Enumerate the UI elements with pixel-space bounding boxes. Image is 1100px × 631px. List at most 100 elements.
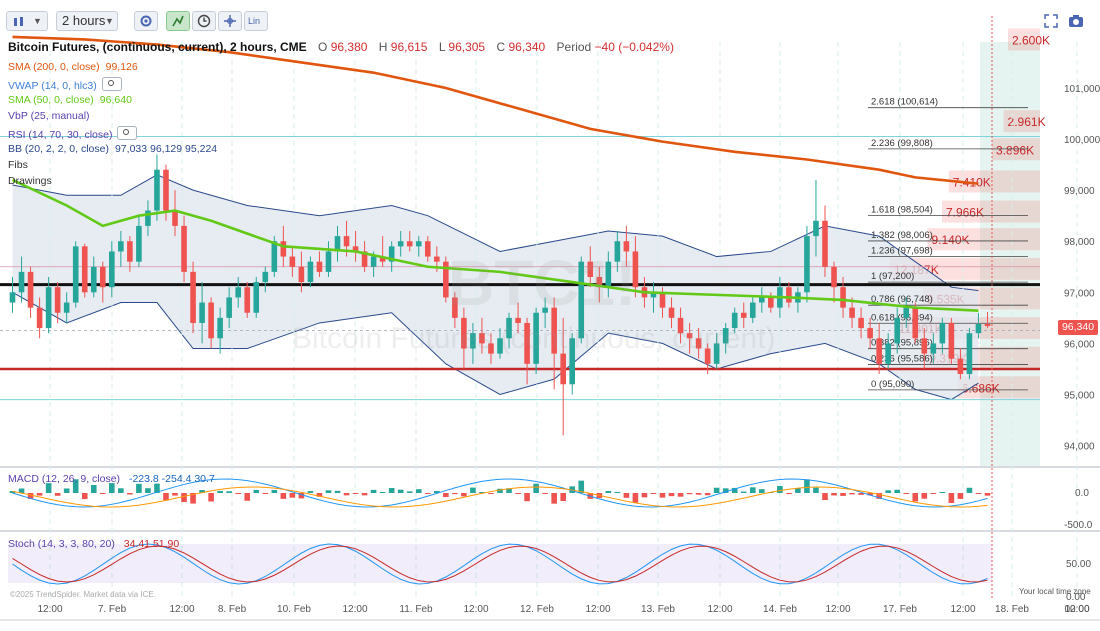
candle-body <box>524 322 530 364</box>
settings-button[interactable] <box>134 11 158 31</box>
candle-body <box>45 287 52 329</box>
macd-histogram-bar <box>406 491 413 493</box>
candle-body <box>136 225 142 262</box>
macd-histogram-bar <box>686 493 693 495</box>
macd-histogram-bar <box>524 493 530 502</box>
indicator-value: 99,126 <box>105 61 138 73</box>
indicator-legend-row[interactable]: Drawings <box>8 175 52 187</box>
low-label: L <box>438 40 446 54</box>
candle-body <box>479 333 485 344</box>
candle-body <box>497 338 503 354</box>
macd-histogram-bar <box>163 493 169 501</box>
open-value: 96,380 <box>330 40 368 54</box>
candle-body <box>443 261 449 298</box>
indicator-legend-row[interactable]: SMA (200, 0, close) 99,126 <box>8 61 138 73</box>
candle-body <box>208 302 214 339</box>
macd-histogram-bar <box>181 493 187 503</box>
candle-body <box>99 266 106 288</box>
candle-body <box>677 317 684 334</box>
candle-body <box>109 251 115 288</box>
macd-histogram-bar <box>560 493 566 502</box>
macd-histogram-bar <box>786 493 792 494</box>
interval-dropdown[interactable]: 2 hours ▼ <box>56 11 118 31</box>
macd-histogram-bar <box>99 493 106 495</box>
visibility-eye-icon[interactable] <box>117 126 138 141</box>
indicator-legend-row[interactable]: Fibs <box>8 159 28 171</box>
candle-body <box>560 353 566 385</box>
crosshair-tool-button[interactable] <box>166 11 190 31</box>
macd-histogram-bar <box>127 493 133 495</box>
macd-histogram-bar <box>352 493 359 494</box>
volume-profile-label: 3.896K <box>996 143 1034 157</box>
candle-body <box>154 169 160 211</box>
macd-histogram-bar <box>614 491 621 493</box>
indicator-legend-row[interactable]: RSI (14, 70, 30, close) <box>8 126 138 141</box>
indicator-legend-row[interactable]: SMA (50, 0, close) 96,640 <box>8 94 132 106</box>
candle-body <box>831 266 837 288</box>
fib-level-label: 0.786 (96,748) <box>871 294 933 305</box>
x-tick-label: 12:00 <box>825 604 850 615</box>
candle-body <box>271 241 278 272</box>
y-tick-label: 99,000 <box>1064 186 1095 197</box>
macd-histogram-bar <box>641 493 648 498</box>
visibility-eye-icon[interactable] <box>101 77 122 92</box>
macd-histogram-bar <box>434 491 440 493</box>
macd-histogram-bar <box>695 493 702 495</box>
candle-body <box>163 169 169 211</box>
candle-body <box>470 333 476 349</box>
macd-histogram-bar <box>831 493 837 496</box>
stoch-legend: Stoch (14, 3, 3, 80, 20) 34.41 51.90 <box>8 538 179 550</box>
candle-body <box>768 297 774 308</box>
candle-body <box>713 343 720 364</box>
macd-histogram-bar <box>731 487 738 493</box>
macd-histogram-bar <box>804 479 810 493</box>
candle-body <box>397 241 404 247</box>
macd-histogram-bar <box>199 490 205 493</box>
macd-histogram-bar <box>244 493 251 501</box>
sma50-line <box>11 178 979 313</box>
x-tick-label: 12. Feb <box>520 604 554 615</box>
stoch-tick-label: 0.00 <box>1066 592 1086 603</box>
chart-type-dropdown[interactable]: ▼ <box>6 11 48 31</box>
macd-histogram-bar <box>54 493 61 496</box>
candle-body <box>118 241 124 252</box>
candle-body <box>650 292 657 298</box>
timezone-label[interactable]: Your local time zone <box>1019 587 1091 596</box>
candle-body <box>307 261 314 283</box>
macd-histogram-bar <box>280 493 287 499</box>
macd-histogram-bar <box>18 488 25 493</box>
candle-body <box>181 225 187 272</box>
macd-histogram-bar <box>226 491 232 493</box>
candle-body <box>54 287 61 313</box>
clock-button[interactable] <box>192 11 216 31</box>
candle-body <box>984 323 991 327</box>
indicator-legend-row[interactable]: VbP (25, manual) <box>8 110 90 122</box>
candle-body <box>605 261 612 288</box>
draw-tool-button[interactable] <box>218 11 242 31</box>
macd-histogram-bar <box>63 488 70 493</box>
macd-histogram-bar <box>497 488 503 493</box>
scale-toggle-button[interactable]: Lin <box>244 11 268 31</box>
candle-body <box>849 307 855 318</box>
x-tick-label: 00:00 <box>1064 604 1089 615</box>
indicator-legend-row[interactable]: BB (20, 2, 2, 0, close) 97,033 96,129 95,… <box>8 143 217 155</box>
candle-body <box>343 236 350 247</box>
high-label: H <box>378 40 388 54</box>
candle-body <box>758 297 765 303</box>
macd-histogram-bar <box>307 491 314 493</box>
candle-body <box>569 338 576 385</box>
x-tick-label: 7. Feb <box>98 604 127 615</box>
fullscreen-icon[interactable] <box>1044 14 1058 33</box>
draw-tool-icon <box>223 14 237 33</box>
clock-icon <box>197 14 211 33</box>
macd-histogram-bar <box>957 493 964 499</box>
volume-profile-label: 7.966K <box>946 206 984 220</box>
watermark-symbol: BTC1! <box>448 247 637 319</box>
indicator-legend-row[interactable]: VWAP (14, 0, hlc3) <box>8 77 122 92</box>
macd-histogram-bar <box>876 493 882 499</box>
macd-histogram-bar <box>578 480 585 493</box>
watermark-name: Bitcoin Futures (continuous, current) <box>292 322 776 355</box>
macd-histogram-bar <box>208 493 214 502</box>
camera-icon[interactable] <box>1068 14 1084 33</box>
